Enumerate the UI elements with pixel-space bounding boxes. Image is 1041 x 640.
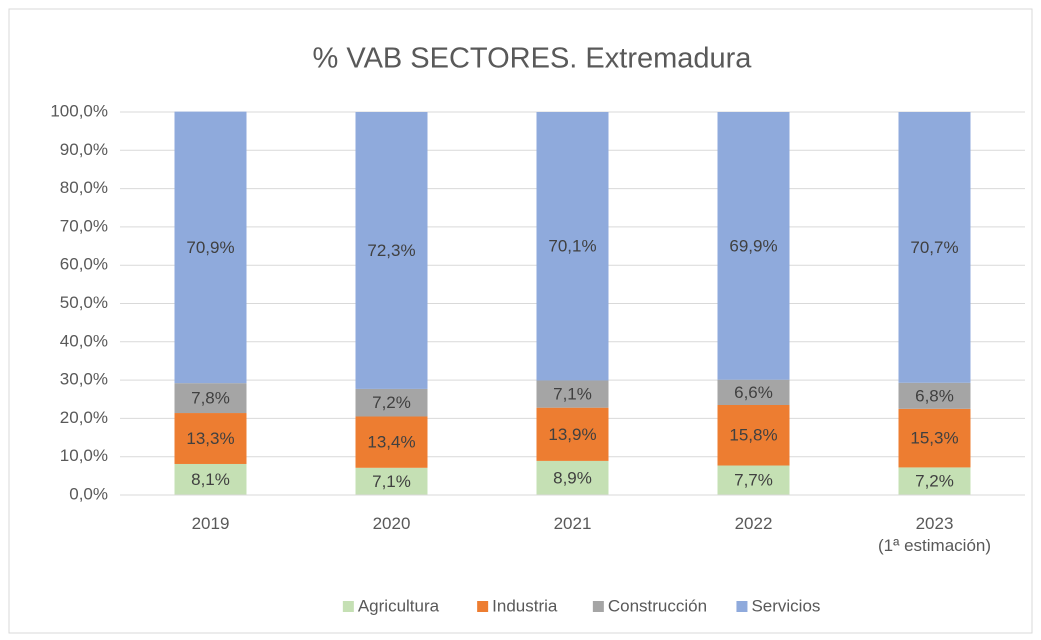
data-label: 69,9% bbox=[729, 236, 777, 255]
x-tick-label: 2020 bbox=[372, 514, 411, 533]
bar-segment bbox=[355, 416, 428, 468]
bar-segment bbox=[536, 380, 609, 408]
data-label: 7,2% bbox=[915, 472, 954, 491]
data-label: 13,3% bbox=[186, 429, 234, 448]
y-tick-label: 100,0% bbox=[50, 101, 108, 120]
y-tick-label: 30,0% bbox=[60, 370, 108, 389]
bar-segment bbox=[536, 460, 609, 495]
y-tick-label: 70,0% bbox=[60, 216, 108, 235]
bar-segment bbox=[898, 382, 971, 409]
y-tick-label: 10,0% bbox=[60, 446, 108, 465]
data-label: 7,2% bbox=[372, 393, 411, 412]
legend-swatch bbox=[592, 601, 604, 612]
bar-segment bbox=[355, 388, 428, 417]
y-tick-label: 60,0% bbox=[60, 255, 108, 274]
legend-swatch bbox=[736, 601, 748, 612]
x-tick-label: 2023 (1ª estimación) bbox=[877, 514, 992, 555]
data-label: 7,1% bbox=[372, 472, 411, 491]
x-tick-label: 2021 bbox=[553, 514, 592, 533]
data-label: 7,1% bbox=[553, 385, 592, 404]
bar-segment bbox=[898, 112, 971, 383]
legend-label: Servicios bbox=[751, 596, 820, 615]
data-label: 70,1% bbox=[548, 237, 596, 256]
legend-label: Construcción bbox=[608, 596, 707, 615]
bar-segment bbox=[355, 467, 428, 495]
y-tick-label: 80,0% bbox=[60, 178, 108, 197]
bar-segment bbox=[174, 111, 247, 384]
data-label: 70,9% bbox=[186, 238, 234, 257]
data-label: 8,1% bbox=[191, 470, 230, 489]
y-tick-label: 40,0% bbox=[60, 331, 108, 350]
data-label: 6,6% bbox=[734, 383, 773, 402]
data-label: 8,9% bbox=[553, 468, 592, 487]
bar-segment bbox=[174, 383, 247, 414]
bar-segment bbox=[717, 112, 790, 380]
bar-segment bbox=[355, 112, 428, 389]
data-label: 6,8% bbox=[915, 386, 954, 405]
data-label: 15,3% bbox=[910, 429, 958, 448]
data-label: 7,7% bbox=[734, 471, 773, 490]
bar-segment bbox=[174, 463, 247, 495]
data-label: 13,9% bbox=[548, 425, 596, 444]
legend-label: Industria bbox=[492, 596, 558, 615]
bar-segment bbox=[898, 408, 971, 468]
y-tick-label: 90,0% bbox=[60, 140, 108, 159]
bar-segment bbox=[898, 467, 971, 495]
data-label: 15,8% bbox=[729, 426, 777, 445]
legend-label: Agricultura bbox=[358, 596, 440, 615]
data-label: 70,7% bbox=[910, 238, 958, 257]
legend-swatch bbox=[477, 601, 489, 612]
chart-title: % VAB SECTORES. Extremadura bbox=[313, 43, 753, 75]
bar-segment bbox=[536, 112, 609, 381]
x-tick-label: 2022 bbox=[734, 514, 773, 533]
bar-segment bbox=[717, 465, 790, 495]
legend-swatch bbox=[342, 601, 354, 612]
bar-segment bbox=[174, 413, 247, 464]
bar-segment bbox=[536, 407, 609, 461]
data-label: 13,4% bbox=[367, 433, 415, 452]
data-label: 72,3% bbox=[367, 241, 415, 260]
data-label: 7,8% bbox=[191, 389, 230, 408]
y-tick-label: 20,0% bbox=[60, 408, 108, 427]
bar-segment bbox=[717, 379, 790, 405]
y-tick-label: 0,0% bbox=[69, 484, 108, 503]
x-tick-label: 2019 bbox=[191, 514, 230, 533]
bar-segment bbox=[717, 404, 790, 466]
y-tick-label: 50,0% bbox=[60, 293, 108, 312]
